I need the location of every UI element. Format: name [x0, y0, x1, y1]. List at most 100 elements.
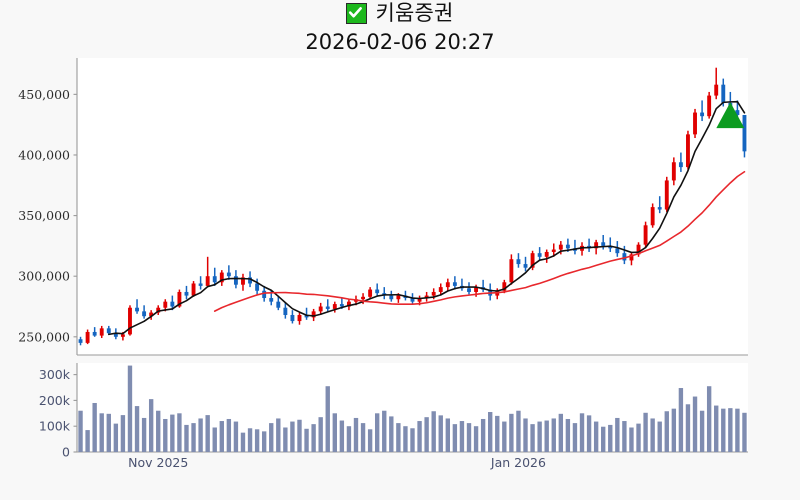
price-tick-label: 300,000: [18, 269, 70, 284]
candle: [99, 325, 104, 339]
volume-bar: [516, 410, 521, 452]
volume-bar: [417, 421, 422, 452]
volume-bar: [198, 418, 203, 452]
candle: [191, 281, 196, 297]
volume-bar: [657, 421, 662, 452]
candle: [742, 114, 747, 158]
volume-bar: [431, 411, 436, 452]
volume-bar: [85, 430, 90, 452]
volume-bar: [714, 405, 719, 452]
title-row: 키움증권: [0, 0, 800, 27]
candle: [106, 325, 111, 335]
volume-bar: [226, 418, 232, 452]
volume-bar: [671, 408, 677, 452]
volume-bar: [466, 423, 472, 452]
candle: [276, 295, 281, 311]
volume-bar: [99, 413, 104, 452]
candle: [671, 157, 676, 186]
candle: [650, 203, 655, 228]
timestamp-label: 2026-02-06 20:27: [305, 30, 495, 54]
x-tick-label: Jan 2026: [490, 455, 546, 470]
buy-marker-triangle: [716, 102, 745, 129]
volume-bar: [177, 413, 182, 452]
volume-bar: [558, 413, 564, 452]
volume-bar: [304, 428, 309, 452]
candle: [219, 270, 224, 286]
price-tick-label: 250,000: [18, 329, 70, 344]
volume-bar: [120, 415, 126, 452]
page-title: 키움증권: [375, 1, 454, 25]
x-tick-labels: Nov 2025 Jan 2026: [128, 455, 546, 470]
ma-line: [107, 100, 746, 336]
volume-bar: [735, 408, 740, 452]
candle: [629, 251, 634, 266]
chart-header: 키움증권 2026-02-06 20:27: [0, 0, 800, 58]
volume-bar: [643, 412, 648, 452]
volume-bar: [579, 413, 585, 452]
volume-bar: [78, 410, 83, 452]
volume-bar: [509, 413, 514, 452]
price-panel: [77, 58, 748, 355]
volume-tick-label: 200k: [39, 393, 71, 408]
volume-tick-label: 0: [62, 445, 70, 460]
price-tick-label: 450,000: [18, 87, 70, 102]
ma-line: [213, 170, 746, 312]
volume-bar: [396, 423, 401, 452]
volume-tick-label: 300k: [39, 367, 71, 382]
volume-bar: [170, 414, 175, 452]
signal-markers: [716, 102, 745, 129]
volume-bar: [92, 402, 97, 452]
volume-bar: [127, 365, 133, 452]
candle: [544, 249, 549, 263]
volume-bar: [615, 417, 620, 452]
volume-bar: [382, 410, 387, 452]
price-tick-label: 400,000: [18, 147, 70, 162]
price-tick-label: 350,000: [18, 208, 70, 223]
candle: [233, 270, 238, 289]
candle: [198, 276, 203, 290]
candle: [445, 278, 450, 291]
volume-bar: [106, 413, 111, 452]
volume-bar: [261, 431, 267, 452]
candle: [700, 100, 705, 122]
volume-bar: [664, 411, 669, 452]
candle: [255, 278, 260, 295]
volume-bar: [502, 421, 507, 452]
volume-tick-labels: 0 100k 200k 300k: [39, 367, 77, 460]
volume-bar: [325, 386, 330, 452]
candle: [509, 254, 514, 285]
candle: [615, 241, 620, 257]
candle: [686, 130, 690, 170]
volume-bar: [488, 412, 493, 452]
candle: [241, 273, 245, 291]
volume-bar: [685, 404, 691, 452]
candle: [135, 299, 139, 314]
candle: [311, 308, 316, 322]
candle: [325, 299, 330, 312]
volume-bar: [191, 423, 196, 452]
candle: [643, 221, 648, 248]
candle: [128, 305, 132, 336]
moving-average-lines: [107, 100, 746, 336]
volume-bar: [353, 417, 359, 452]
volume-bar: [311, 424, 316, 452]
volume-bar: [728, 408, 733, 452]
volume-bar: [692, 396, 698, 452]
candle: [714, 67, 719, 100]
volume-bar: [530, 424, 535, 452]
candle: [368, 287, 373, 300]
candle: [551, 243, 556, 257]
candle: [283, 302, 288, 319]
candle: [657, 196, 662, 214]
candle: [346, 299, 351, 311]
volume-bar: [699, 410, 705, 452]
check-square-icon: [346, 3, 368, 24]
candle: [212, 267, 217, 286]
candle: [205, 256, 210, 288]
volume-bar: [205, 415, 210, 452]
volume-bar: [410, 428, 415, 452]
volume-bar: [134, 406, 140, 452]
volume-bar: [636, 423, 641, 452]
candle: [92, 327, 97, 337]
